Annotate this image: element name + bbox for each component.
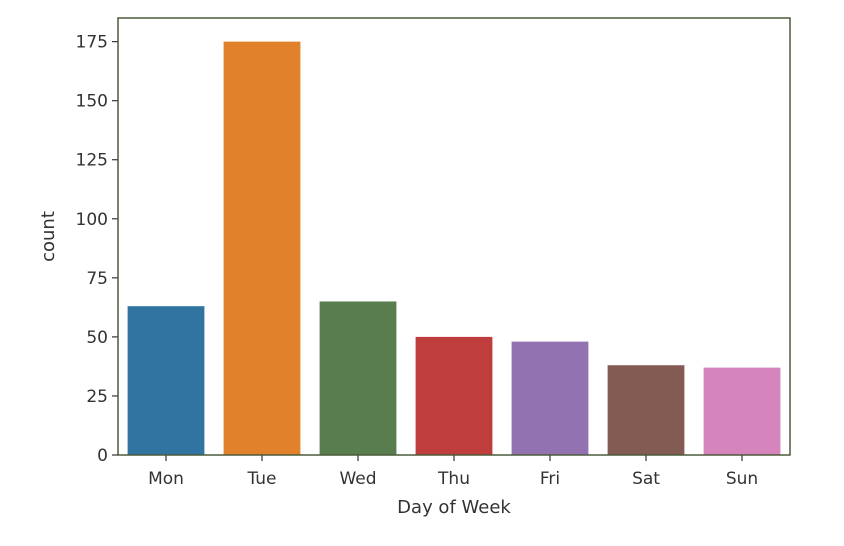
bar-tue [223, 41, 301, 456]
x-tick-label: Wed [339, 469, 376, 489]
y-tick-label: 100 [76, 210, 108, 230]
bar-wed [319, 301, 397, 455]
bars [127, 41, 781, 456]
y-tick-label: 25 [86, 387, 108, 407]
y-tick-label: 175 [76, 33, 108, 53]
x-axis-title: Day of Week [397, 497, 511, 518]
plot-frame [117, 17, 791, 456]
y-tick-label: 75 [86, 269, 108, 289]
bar-thu [415, 336, 493, 455]
y-axis-title: count [38, 211, 59, 262]
y-tick-label: 150 [76, 92, 108, 112]
x-tick-label: Fri [540, 469, 560, 489]
y-tick-label: 50 [86, 328, 108, 348]
bar-sat [607, 365, 685, 455]
bar-fri [511, 341, 589, 455]
x-tick-label: Sun [726, 469, 758, 489]
x-tick-label: Thu [437, 469, 470, 489]
y-axis: 0 25 50 75 100 125 150 175 [76, 33, 118, 466]
bar-mon [127, 306, 205, 455]
x-tick-label: Sat [632, 469, 660, 489]
x-tick-label: Mon [148, 469, 184, 489]
y-tick-label: 125 [76, 151, 108, 171]
x-axis: Mon Tue Wed Thu Fri Sat Sun [148, 455, 758, 489]
y-tick-label: 0 [97, 446, 108, 466]
bar-sun [703, 367, 781, 455]
x-tick-label: Tue [246, 469, 276, 489]
